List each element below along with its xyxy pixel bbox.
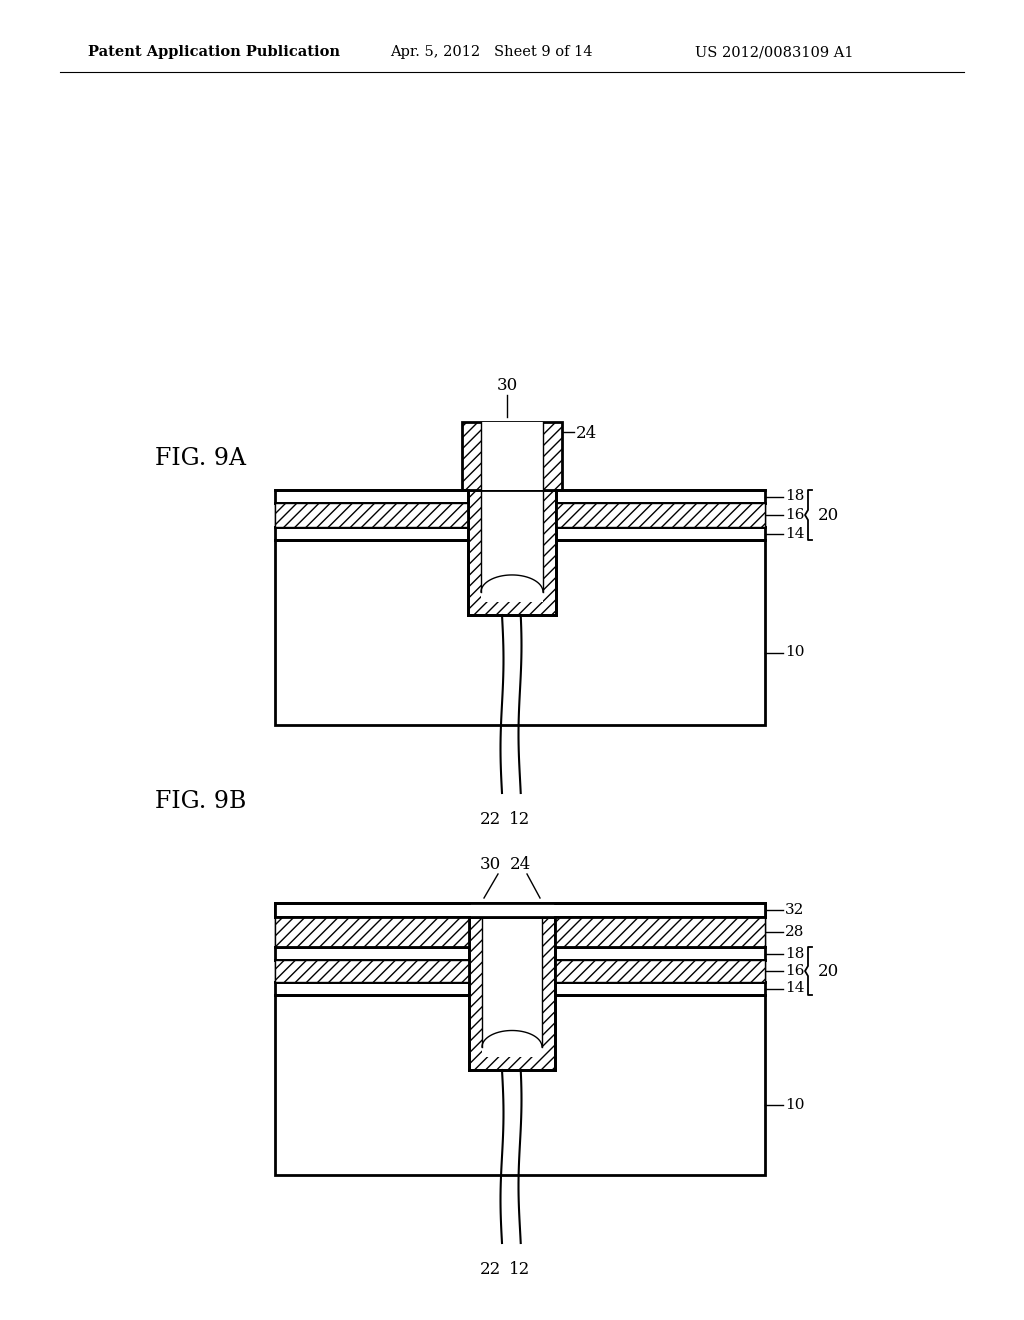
Text: 14: 14 bbox=[785, 527, 805, 540]
Text: 22: 22 bbox=[479, 1261, 501, 1278]
Bar bbox=[482, 915, 542, 1057]
Bar bbox=[275, 946, 765, 960]
Text: 16: 16 bbox=[785, 508, 805, 521]
Bar bbox=[275, 960, 469, 982]
Bar bbox=[556, 503, 765, 527]
Bar bbox=[275, 995, 765, 1175]
Text: 30: 30 bbox=[497, 378, 517, 393]
Bar bbox=[275, 960, 765, 982]
Text: FIG. 9A: FIG. 9A bbox=[155, 447, 246, 470]
Bar bbox=[275, 527, 765, 540]
Text: 14: 14 bbox=[785, 982, 805, 995]
Bar bbox=[481, 488, 543, 602]
Bar bbox=[555, 917, 765, 946]
Text: 24: 24 bbox=[575, 425, 597, 442]
Bar bbox=[275, 917, 765, 946]
Bar bbox=[469, 917, 555, 1071]
Text: 30: 30 bbox=[479, 855, 501, 873]
Bar bbox=[481, 422, 543, 490]
Text: 22: 22 bbox=[479, 810, 501, 828]
Bar bbox=[275, 503, 468, 527]
Bar bbox=[275, 540, 765, 725]
Text: 10: 10 bbox=[785, 645, 805, 660]
Bar bbox=[275, 903, 765, 917]
Bar bbox=[275, 917, 469, 946]
Bar bbox=[462, 422, 562, 490]
Bar bbox=[275, 982, 765, 995]
Bar bbox=[275, 490, 765, 503]
Bar bbox=[275, 503, 765, 527]
Bar bbox=[469, 903, 555, 917]
Text: 32: 32 bbox=[785, 903, 805, 917]
Text: 24: 24 bbox=[509, 855, 530, 873]
Text: 28: 28 bbox=[785, 925, 805, 939]
Text: 18: 18 bbox=[785, 946, 805, 961]
Text: 16: 16 bbox=[785, 964, 805, 978]
Text: Apr. 5, 2012   Sheet 9 of 14: Apr. 5, 2012 Sheet 9 of 14 bbox=[390, 45, 593, 59]
Text: US 2012/0083109 A1: US 2012/0083109 A1 bbox=[695, 45, 853, 59]
Text: FIG. 9B: FIG. 9B bbox=[155, 789, 247, 813]
Text: 12: 12 bbox=[509, 1261, 530, 1278]
Text: 10: 10 bbox=[785, 1098, 805, 1111]
Bar bbox=[275, 903, 765, 917]
Text: 20: 20 bbox=[818, 962, 840, 979]
Bar bbox=[555, 960, 765, 982]
Text: Patent Application Publication: Patent Application Publication bbox=[88, 45, 340, 59]
Text: 20: 20 bbox=[818, 507, 840, 524]
Text: 18: 18 bbox=[785, 490, 805, 503]
Text: 12: 12 bbox=[509, 810, 530, 828]
Bar bbox=[468, 490, 556, 615]
